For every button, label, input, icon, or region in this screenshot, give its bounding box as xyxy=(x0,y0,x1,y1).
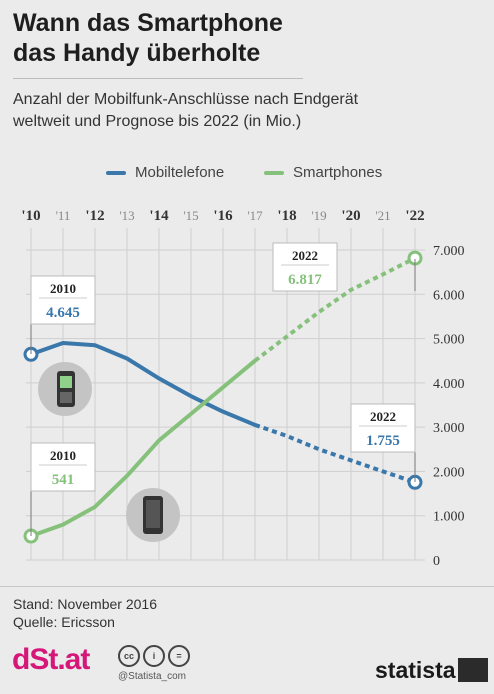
series-forecast-smartphones xyxy=(253,256,416,363)
callout-value: 4.645 xyxy=(46,305,80,321)
x-tick-label: '15 xyxy=(183,208,198,223)
callout-box xyxy=(30,275,96,325)
callout-year: 2022 xyxy=(292,248,318,263)
series-forecast-mobiltelefone xyxy=(254,423,416,485)
y-tick-label: 5.000 xyxy=(433,333,465,348)
y-tick-label: 3.000 xyxy=(433,421,465,436)
footer-quelle: Quelle: Ericsson xyxy=(13,614,115,630)
x-tick-label: '19 xyxy=(311,208,326,223)
x-tick-label: '12 xyxy=(85,208,104,224)
callout-box xyxy=(350,403,416,453)
smartphone-icon-screen xyxy=(146,500,160,528)
y-tick-label: 7.000 xyxy=(433,244,465,259)
subtitle-line-1: Anzahl der Mobilfunk-Anschlüsse nach End… xyxy=(13,91,359,108)
page-title: Wann das Smartphone das Handy überholte xyxy=(13,8,303,68)
callout-value: 1.755 xyxy=(366,433,400,449)
callout-value: 541 xyxy=(52,472,75,488)
y-tick-label: 4.000 xyxy=(433,377,465,392)
callout-year: 2010 xyxy=(50,281,76,296)
x-tick-label: '13 xyxy=(119,208,134,223)
x-tick-label: '21 xyxy=(375,208,390,223)
footer-source: Stand: November 2016 Quelle: Ericsson xyxy=(13,595,157,631)
feature-phone-icon-screen xyxy=(60,376,72,388)
legend-label-smartphones: Smartphones xyxy=(293,164,383,181)
x-tick-label: '18 xyxy=(277,208,296,224)
footer-stand: Stand: November 2016 xyxy=(13,596,157,612)
series-line-mobiltelefone xyxy=(29,341,257,427)
legend-label-mobiltelefone: Mobiltelefone xyxy=(135,164,225,181)
y-tick-label: 6.000 xyxy=(433,288,465,303)
series-line-smartphones xyxy=(29,358,257,539)
feature-phone-icon-keys xyxy=(60,392,72,403)
callout-value: 6.817 xyxy=(288,272,322,288)
subtitle-line-2: weltweit und Prognose bis 2022 (in Mio.) xyxy=(13,113,302,130)
cc-license-icons: cc i = xyxy=(118,645,190,667)
title-line-1: Wann das Smartphone xyxy=(13,9,283,37)
legend-swatch-smartphones xyxy=(264,170,284,175)
title-line-2: das Handy überholte xyxy=(13,39,261,67)
y-tick-label: 2.000 xyxy=(433,465,465,480)
callout-box xyxy=(272,242,338,292)
legend-item-smartphones: Smartphones xyxy=(264,164,382,181)
statista-logo: statista xyxy=(375,657,456,683)
dst-logo: dSt.at xyxy=(12,643,90,676)
footer-divider xyxy=(0,586,494,587)
y-tick-label: 0 xyxy=(433,554,440,569)
callout-year: 2022 xyxy=(370,409,396,424)
nd-icon: = xyxy=(168,645,190,667)
x-tick-label: '20 xyxy=(341,208,360,224)
x-tick-label: '14 xyxy=(149,208,169,224)
x-tick-label: '16 xyxy=(213,208,233,224)
subtitle: Anzahl der Mobilfunk-Anschlüsse nach End… xyxy=(13,89,433,133)
by-icon: i xyxy=(143,645,165,667)
callout-box xyxy=(30,442,96,492)
legend-swatch-mobiltelefone xyxy=(106,170,126,175)
x-tick-label: '11 xyxy=(56,208,71,223)
x-tick-label: '17 xyxy=(247,208,263,223)
legend-item-mobiltelefone: Mobiltelefone xyxy=(106,164,224,181)
feature-phone-icon xyxy=(38,362,92,416)
statista-handle: @Statista_com xyxy=(118,671,186,682)
smartphone-icon xyxy=(126,488,180,542)
statista-logo-icon xyxy=(458,658,488,682)
x-tick-label: '22 xyxy=(405,208,424,224)
y-tick-label: 1.000 xyxy=(433,510,465,525)
callout-year: 2010 xyxy=(50,448,76,463)
x-tick-label: '10 xyxy=(21,208,40,224)
cc-icon: cc xyxy=(118,645,140,667)
title-divider xyxy=(13,78,303,79)
